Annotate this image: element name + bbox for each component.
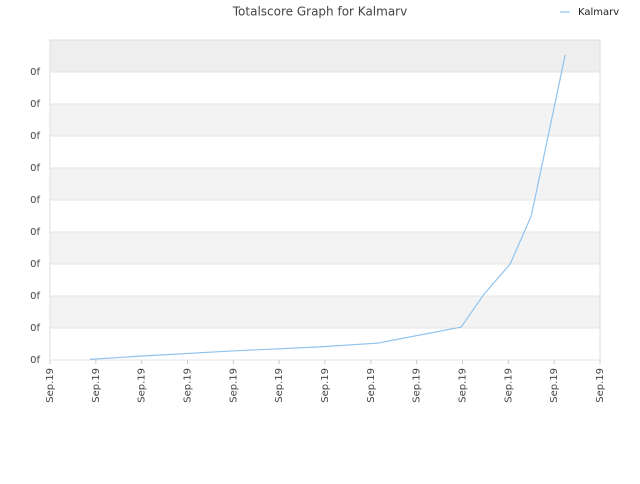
x-tick-label: Sep.19 [228,368,239,403]
y-tick-label: 0f [30,355,40,366]
x-tick-label: Sep.19 [412,368,423,403]
y-tick-label: 0f [30,131,40,142]
x-tick-label: Sep.19 [91,368,102,403]
x-tick-label: Sep.19 [503,368,514,403]
y-tick-label: 0f [30,163,40,174]
band [50,40,600,72]
band [50,104,600,136]
band [50,232,600,264]
x-tick-label: Sep.19 [595,368,606,403]
x-tick-label: Sep.19 [183,368,194,403]
x-tick-label: Sep.19 [274,368,285,403]
y-tick-label: 0f [30,291,40,302]
x-tick-label: Sep.19 [137,368,148,403]
chart-title: Totalscore Graph for Kalmarv [232,5,407,19]
legend-label: Kalmarv [578,7,619,18]
x-tick-label: Sep.19 [458,368,469,403]
x-tick-label: Sep.19 [366,368,377,403]
x-tick-label: Sep.19 [549,368,560,403]
y-tick-label: 0f [30,99,40,110]
y-tick-label: 0f [30,227,40,238]
y-tick-label: 0f [30,259,40,270]
x-tick-label: Sep.19 [320,368,331,403]
x-tick-label: Sep.19 [45,368,56,403]
y-tick-label: 0f [30,195,40,206]
data-line [89,54,566,360]
y-tick-label: 0f [30,67,40,78]
band [50,168,600,200]
band [50,296,600,328]
y-tick-label: 0f [30,323,40,334]
